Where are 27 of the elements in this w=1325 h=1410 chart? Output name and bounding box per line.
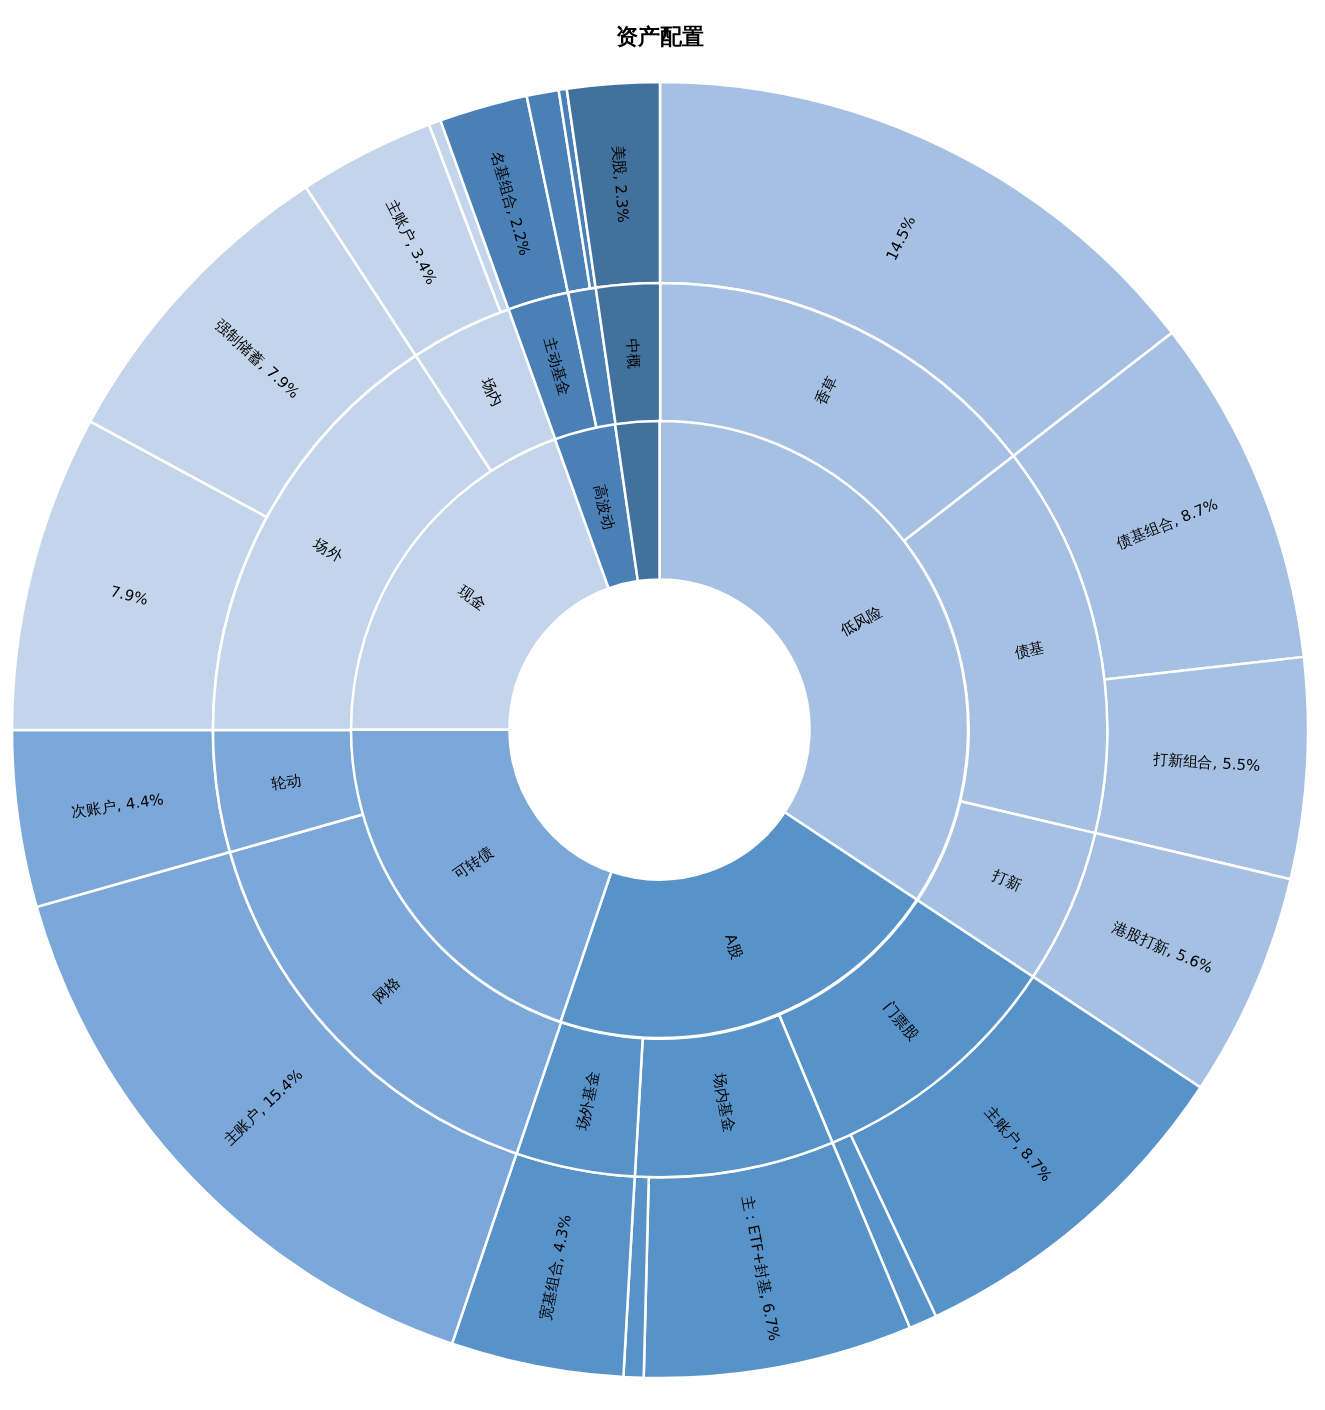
slice-label: 次账户, 4.4% bbox=[70, 790, 165, 821]
slice-label: A股 bbox=[721, 932, 747, 962]
slice-label: 现金 bbox=[454, 582, 490, 615]
slice-label: 名基组合, 2.2% bbox=[487, 148, 534, 258]
slice-label: 主动基金 bbox=[540, 335, 574, 398]
slice-label: 打新 bbox=[988, 865, 1025, 895]
slice-label: 高波动 bbox=[590, 483, 619, 532]
slice-label: 场外基金 bbox=[573, 1069, 603, 1134]
slice-label: 门票股 bbox=[879, 998, 923, 1045]
slice-label: 网格 bbox=[369, 973, 404, 1008]
slice-label: 主：ETF+封基, 6.7% bbox=[738, 1194, 784, 1343]
data-label: 7.9% bbox=[108, 582, 150, 609]
slice-label: 场内基金 bbox=[709, 1070, 738, 1134]
slice-label: 中概 bbox=[622, 337, 643, 369]
slice-label: 可转债 bbox=[450, 843, 498, 884]
slice-label: 债基组合, 8.7% bbox=[1113, 495, 1221, 553]
slice-label: 场外 bbox=[309, 534, 346, 566]
slice-label: 债基 bbox=[1012, 637, 1046, 662]
slice-label: 香草 bbox=[811, 373, 841, 409]
slice-label: 低风险 bbox=[837, 602, 886, 641]
slice-label: 场内 bbox=[476, 373, 507, 410]
slice-label: 美股, 2.3% bbox=[608, 144, 633, 224]
chart-title: 资产配置 bbox=[616, 24, 704, 49]
slice-label: 打新组合, 5.5% bbox=[1151, 750, 1261, 775]
slice-label: 宽基组合, 4.3% bbox=[536, 1212, 575, 1323]
slice-label: 港股打新, 5.6% bbox=[1109, 917, 1216, 978]
slice-label: 轮动 bbox=[269, 771, 302, 794]
